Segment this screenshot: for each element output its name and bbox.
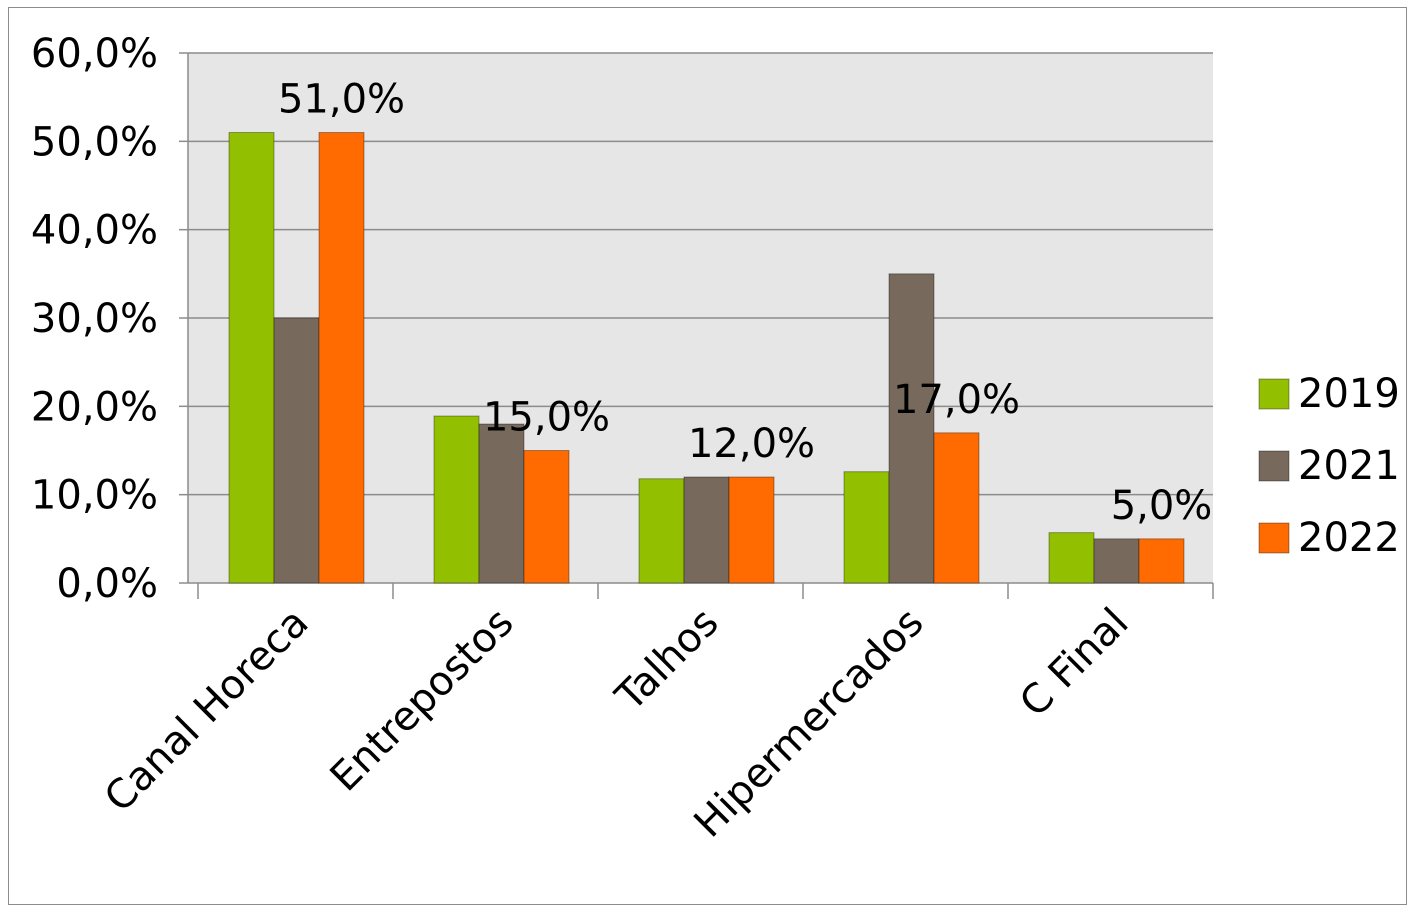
x-category-label: Canal Horeca: [96, 600, 318, 822]
y-tick-label: 20,0%: [31, 384, 158, 430]
legend-swatch-2021: [1258, 450, 1290, 482]
bar-2022-entrepostos: [523, 450, 570, 584]
y-tick-label: 40,0%: [31, 208, 158, 254]
y-tick-label: 10,0%: [31, 473, 158, 519]
x-category-label: Talhos: [607, 600, 728, 721]
data-labels: 51,0% 15,0% 12,0% 17,0% 5,0%: [278, 77, 1212, 529]
y-axis-tick-labels: 0,0% 10,0% 20,0% 30,0% 40,0% 50,0% 60,0%: [31, 31, 158, 607]
bar-2021-hipermercados: [888, 273, 935, 584]
data-label: 15,0%: [483, 395, 610, 441]
y-tick-label: 50,0%: [31, 119, 158, 165]
legend: 2019 2021 2022: [1258, 371, 1400, 561]
bar-2019-entrepostos: [433, 415, 480, 584]
y-tick-label: 30,0%: [31, 296, 158, 342]
bar-2019-talhos: [638, 478, 685, 584]
bar-2022-canal-horeca: [318, 132, 365, 584]
bar-2021-c-final: [1093, 538, 1140, 584]
bar-2019-hipermercados: [843, 471, 890, 584]
bar-2021-entrepostos: [478, 423, 525, 584]
legend-swatch-2022: [1258, 522, 1290, 554]
bar-2022-hipermercados: [933, 432, 980, 584]
x-category-label: Entrepostos: [322, 600, 523, 801]
bars: [228, 132, 1185, 584]
x-axis-category-labels: Canal Horeca Entrepostos TalhosHipermercad…: [96, 600, 1138, 847]
data-label: 51,0%: [278, 77, 405, 123]
x-category-label: C Final: [1011, 600, 1137, 726]
data-label: 17,0%: [893, 377, 1020, 423]
bar-2022-talhos: [728, 476, 775, 584]
bar-2019-canal-horeca: [228, 132, 275, 584]
legend-label-2021: 2021: [1298, 443, 1400, 489]
y-tick-label: 60,0%: [31, 31, 158, 77]
y-tick-label: 0,0%: [56, 561, 158, 607]
bar-2021-canal-horeca: [273, 317, 320, 584]
legend-swatch-2019: [1258, 378, 1290, 410]
bar-2019-c-final: [1048, 532, 1095, 584]
legend-label-2022: 2022: [1298, 515, 1400, 561]
legend-label-2019: 2019: [1298, 371, 1400, 417]
data-label: 12,0%: [688, 421, 815, 467]
data-label: 5,0%: [1111, 483, 1213, 529]
chart-container: 0,0% 10,0% 20,0% 30,0% 40,0% 50,0% 60,0% Canal…: [8, 7, 1407, 905]
bar-2021-talhos: [683, 476, 730, 584]
bar-2022-c-final: [1138, 538, 1185, 584]
